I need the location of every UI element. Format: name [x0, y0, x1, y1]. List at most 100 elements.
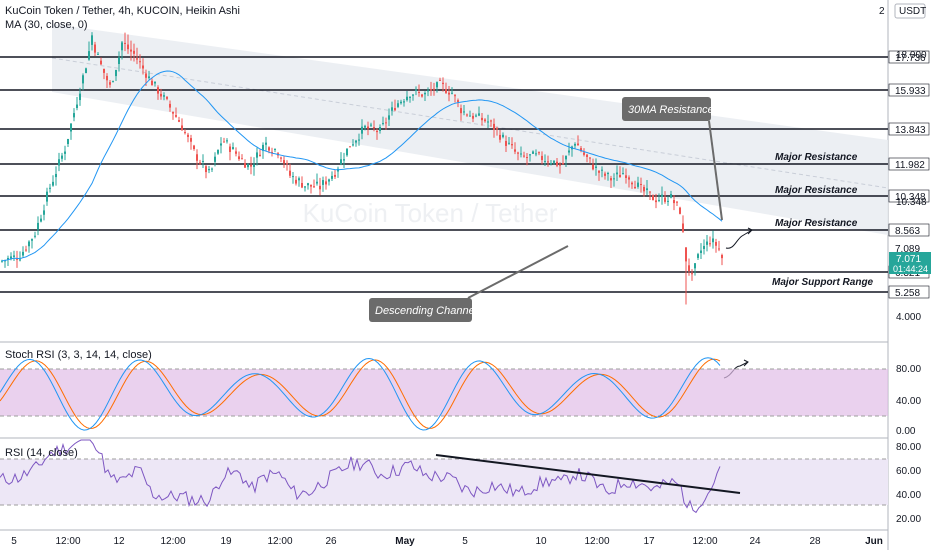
stoch-tick-40: 40.00 [896, 396, 921, 407]
candle-body [424, 92, 426, 95]
candle-body [592, 164, 594, 170]
candle-body [142, 65, 144, 69]
candle-body [112, 81, 114, 83]
candle-body [361, 126, 363, 134]
candle-body [307, 183, 309, 186]
candle-body [538, 152, 540, 154]
time-tick-1: 12:00 [55, 536, 80, 547]
candle-body [520, 153, 522, 155]
candle-body [328, 179, 330, 182]
price-tick-10-348: 10.348 [896, 197, 927, 208]
price-tick-18: 18.000 [896, 50, 927, 61]
rsi-tick-60: 60.00 [896, 466, 921, 477]
candle-body [403, 101, 405, 103]
candle-body [661, 194, 663, 197]
candle-body [646, 188, 648, 191]
candle-body [115, 69, 117, 77]
candle-body [133, 50, 135, 54]
candle-body [577, 143, 579, 146]
price-tag-7089-bg [889, 242, 927, 254]
candle-body [529, 154, 531, 156]
stoch-tick-80: 80.00 [896, 364, 921, 375]
candle-body [682, 223, 684, 232]
candle-body [199, 162, 201, 164]
candle-body [1, 260, 3, 262]
rsi-divergence-trendline [435, 454, 741, 494]
candle-body [379, 127, 381, 131]
candle-body [58, 159, 60, 166]
candle-body [259, 154, 261, 157]
candle-body [85, 68, 87, 74]
channel-midline [51, 57, 889, 189]
candle-body [388, 115, 390, 120]
candle-body [526, 157, 528, 159]
candle-body [64, 151, 66, 154]
currency-label: USDT [899, 6, 926, 17]
time-tick-7: May [395, 536, 415, 547]
candle-body [283, 160, 285, 164]
candle-body [475, 115, 477, 117]
time-tick-10: 12:00 [584, 536, 609, 547]
candle-body [589, 157, 591, 159]
chart-title: KuCoin Token / Tether, 4h, KUCOIN, Heiki… [5, 5, 240, 17]
candle-body [253, 164, 255, 167]
candle-body [535, 153, 537, 155]
ma-legend: MA (30, close, 0) [5, 19, 88, 31]
candle-body [226, 140, 228, 142]
candle-body [613, 178, 615, 180]
candle-body [154, 81, 156, 84]
candle-body [37, 222, 39, 230]
candle-body [595, 166, 597, 168]
candle-body [61, 155, 63, 159]
candle-body [241, 158, 243, 160]
candle-body [472, 115, 474, 119]
candle-body [214, 156, 216, 162]
candle-body [697, 254, 699, 258]
candle-body [580, 148, 582, 151]
candle-body [703, 245, 705, 249]
candle-body [298, 178, 300, 181]
callout-30ma: 30MA Resistance [622, 97, 723, 221]
candle-body [265, 142, 267, 145]
candle-body [460, 108, 462, 114]
candle-body [268, 147, 270, 151]
callout-channel-pointer [467, 245, 569, 299]
level-tag-bg-5 [888, 223, 930, 237]
candle-body [640, 183, 642, 185]
candle-body [250, 164, 252, 167]
candle-body [352, 144, 354, 146]
candle-body [691, 273, 693, 275]
candle-body [187, 134, 189, 137]
candle-body [679, 207, 681, 214]
candle-body [343, 159, 345, 161]
candle-body [106, 75, 108, 81]
projection-arrow-price [725, 229, 753, 249]
horizontal-levels [0, 56, 888, 293]
candle-body [355, 140, 357, 143]
candle-body [94, 44, 96, 53]
stoch-tick-0: 0.00 [896, 426, 916, 437]
candle-body [517, 152, 519, 154]
candle-body [271, 151, 273, 153]
candle-body [376, 130, 378, 133]
candle-body [13, 255, 15, 257]
time-axis[interactable]: 5 12:00 12 12:00 19 12:00 26 May 5 10 12:00 17 12:00… [11, 536, 883, 547]
candle-body [238, 156, 240, 160]
ma-30-line [1, 70, 723, 262]
candle-body [244, 163, 246, 168]
candle-body [628, 177, 630, 180]
currency-badge[interactable] [894, 3, 926, 19]
candle-body [541, 155, 543, 161]
candle-body [184, 132, 186, 134]
candle-body [544, 160, 546, 162]
candle-body [532, 151, 534, 154]
candle-body [166, 96, 168, 99]
candle-body [637, 182, 639, 187]
time-tick-9: 10 [535, 536, 547, 547]
candle-body [598, 170, 600, 173]
candle-body [304, 186, 306, 188]
candle-body [262, 144, 264, 151]
candle-body [616, 172, 618, 175]
candle-body [496, 128, 498, 130]
